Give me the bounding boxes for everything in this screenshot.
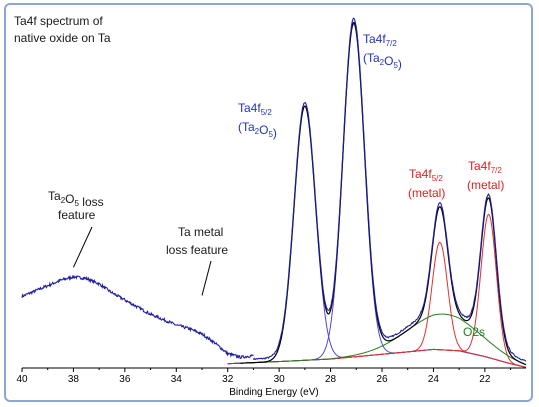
text-part: Ta4f (468, 159, 491, 173)
text-part: (Ta (238, 120, 255, 134)
x-tick-label: 30 (274, 374, 286, 385)
o2s-label: O2s (463, 325, 485, 339)
subscript: 2 (61, 196, 66, 205)
subscript: 5/2 (432, 174, 444, 183)
curves-layer (21, 17, 527, 368)
subscript: 5/2 (261, 108, 273, 117)
fit-envelope (240, 21, 527, 366)
chart-frame: 40 38 36 34 32 30 28 26 24 22 Binding Energy (eV) … (4, 3, 533, 402)
x-tick-label: 32 (222, 374, 234, 385)
ta2o5-loss-label-line1: Ta2O5 loss (48, 189, 104, 209)
ta2o5-loss-pointer (72, 226, 93, 268)
text-part: Ta4f (409, 167, 432, 181)
ta4f52-oxide-label-line1: Ta4f5/2 (238, 101, 272, 117)
text-part: O (65, 192, 74, 206)
ta4f72-metal-label-line1: Ta4f7/2 (468, 159, 502, 175)
x-tick-label: 38 (68, 374, 80, 385)
x-tick-label: 36 (119, 374, 131, 385)
text-part: Ta4f (363, 32, 386, 46)
ta-metal-loss-label-line2: loss feature (166, 243, 228, 257)
measured-spectrum-loss-region (21, 274, 254, 360)
subscript: 2 (255, 127, 260, 136)
text-part: Ta4f (238, 101, 261, 115)
ta4f72-metal-label-line2: (metal) (467, 178, 504, 192)
text-part: loss (79, 195, 104, 209)
subscript: 5 (74, 199, 79, 208)
subscript: 7/2 (491, 166, 503, 175)
text-part: ) (273, 126, 277, 140)
text-part: (Ta (363, 51, 380, 65)
ta-metal-loss-label-line1: Ta metal (178, 225, 223, 239)
ta4f52-metal-label-line1: Ta4f5/2 (409, 167, 443, 183)
subscript: 2 (380, 58, 385, 67)
ta4f52-oxide-label-line2: (Ta2O5) (238, 120, 277, 140)
annotations-layer: Ta4f spectrum of native oxide on Ta Ta2O5 … (14, 14, 504, 339)
text-part: ) (398, 57, 402, 71)
measured-spectrum-peak-region (252, 17, 526, 362)
axes-layer: 40 38 36 34 32 30 28 26 24 22 Binding Energy (eV) (16, 367, 526, 398)
x-axis-label: Binding Energy (eV) (229, 387, 319, 398)
ta2o5-loss-label-line2: feature (58, 208, 96, 222)
subscript: 5 (268, 130, 273, 139)
x-tick-label: 22 (479, 374, 491, 385)
x-tick-label: 28 (325, 374, 337, 385)
text-part: O (259, 123, 268, 137)
x-tick-label: 40 (16, 374, 28, 385)
chart-title-line: native oxide on Ta (14, 31, 111, 45)
ta4f72-oxide-label-line1: Ta4f7/2 (363, 32, 397, 48)
chart-title-line: Ta4f spectrum of (14, 14, 103, 28)
x-tick-label: 24 (428, 374, 440, 385)
subscript: 7/2 (386, 39, 398, 48)
ta-metal-loss-pointer (201, 260, 212, 296)
o2s-component (227, 313, 527, 366)
text-part: O (384, 54, 393, 68)
text-part: Ta (48, 189, 61, 203)
ta4f72-oxide-label-line2: (Ta2O5) (363, 51, 402, 71)
subscript: 5 (393, 61, 398, 70)
x-tick-label: 26 (376, 374, 388, 385)
ta4f52-metal-label-line2: (metal) (408, 186, 445, 200)
x-tick-label: 34 (171, 374, 183, 385)
